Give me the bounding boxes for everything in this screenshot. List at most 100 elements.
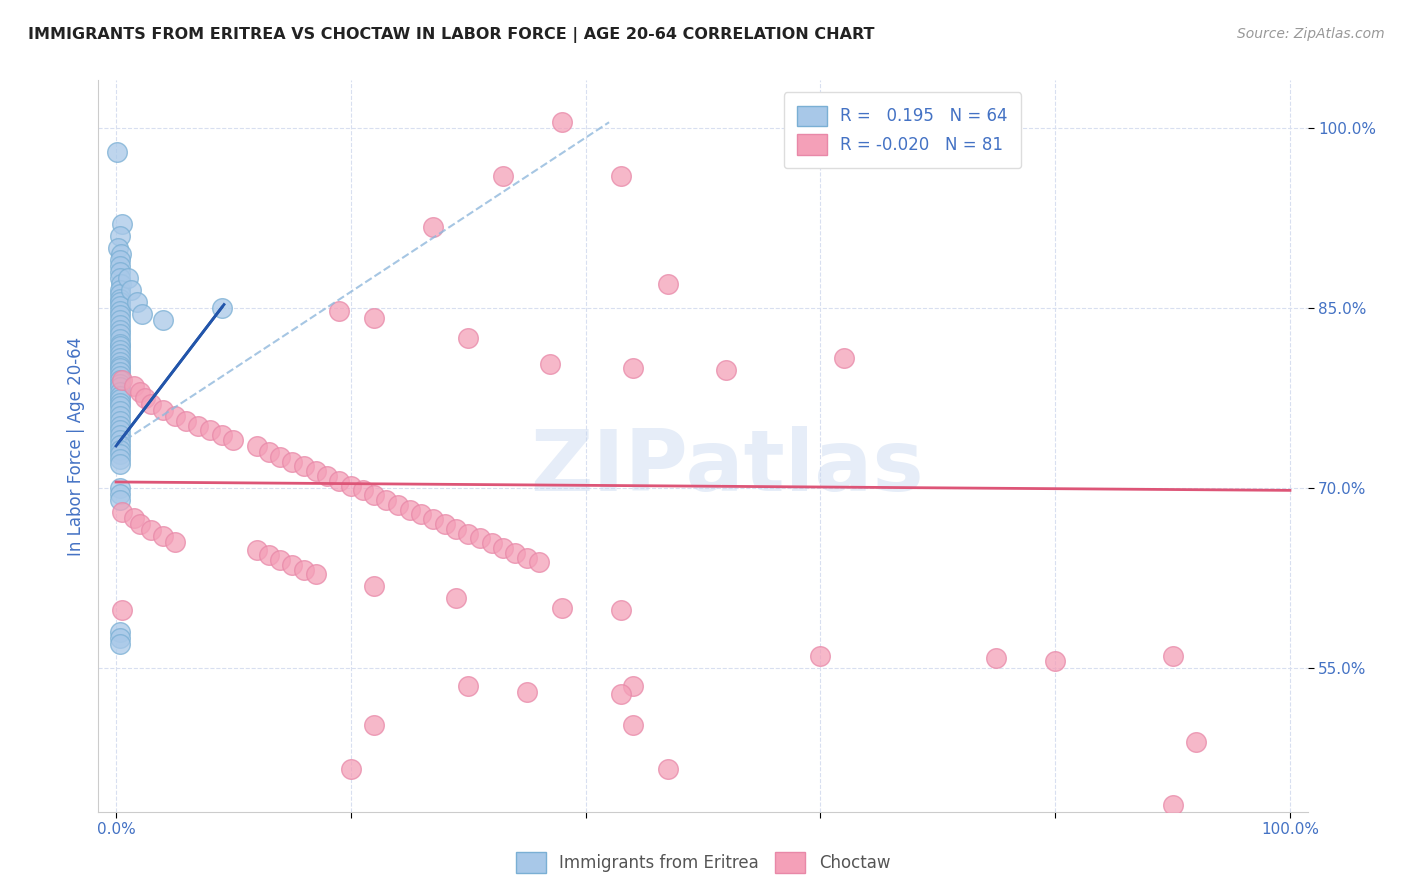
Point: [111, 505, 134, 519]
Point: [1161, 797, 1184, 812]
Point: [108, 361, 131, 376]
Point: [108, 303, 131, 318]
Point: [257, 445, 280, 459]
Point: [340, 762, 363, 776]
Point: [281, 558, 304, 572]
Point: [108, 624, 131, 639]
Point: [108, 389, 131, 403]
Point: [152, 529, 174, 543]
Point: [446, 522, 468, 536]
Point: [108, 400, 131, 414]
Point: [398, 502, 420, 516]
Point: [304, 464, 326, 478]
Point: [105, 145, 128, 160]
Point: [481, 536, 503, 550]
Point: [128, 516, 150, 531]
Point: [222, 433, 245, 447]
Point: [111, 603, 134, 617]
Point: [108, 409, 131, 423]
Point: [108, 404, 131, 418]
Point: [187, 418, 209, 433]
Point: [163, 535, 186, 549]
Point: [108, 323, 131, 337]
Point: [363, 310, 385, 325]
Point: [108, 259, 131, 273]
Point: [108, 385, 131, 400]
Point: [292, 459, 315, 474]
Point: [108, 481, 131, 495]
Text: IMMIGRANTS FROM ERITREA VS CHOCTAW IN LABOR FORCE | AGE 20-64 CORRELATION CHART: IMMIGRANTS FROM ERITREA VS CHOCTAW IN LA…: [28, 27, 875, 43]
Point: [269, 450, 291, 464]
Point: [832, 351, 855, 366]
Point: [446, 591, 468, 606]
Point: [316, 469, 339, 483]
Point: [108, 376, 131, 391]
Point: [127, 295, 149, 310]
Point: [457, 679, 479, 693]
Point: [352, 483, 374, 498]
Point: [108, 351, 131, 366]
Point: [111, 217, 134, 231]
Point: [108, 433, 131, 447]
Legend: R =   0.195   N = 64, R = -0.020   N = 81: R = 0.195 N = 64, R = -0.020 N = 81: [783, 92, 1021, 168]
Point: [122, 511, 145, 525]
Point: [108, 295, 131, 310]
Point: [108, 292, 131, 306]
Point: [108, 286, 131, 301]
Point: [610, 603, 633, 617]
Point: [246, 543, 269, 558]
Point: [108, 332, 131, 346]
Point: [110, 247, 132, 261]
Point: [304, 567, 326, 582]
Point: [141, 397, 163, 411]
Point: [211, 428, 233, 442]
Point: [950, 115, 973, 129]
Point: [108, 318, 131, 332]
Point: [108, 308, 131, 322]
Point: [363, 718, 385, 732]
Point: [108, 346, 131, 360]
Point: [108, 637, 131, 651]
Point: [422, 219, 444, 234]
Point: [108, 313, 131, 327]
Point: [551, 600, 574, 615]
Point: [657, 277, 679, 292]
Y-axis label: In Labor Force | Age 20-64: In Labor Force | Age 20-64: [66, 336, 84, 556]
Point: [551, 115, 574, 129]
Point: [108, 492, 131, 507]
Point: [457, 331, 479, 345]
Point: [610, 169, 633, 184]
Point: [110, 277, 132, 292]
Point: [492, 541, 515, 555]
Point: [363, 579, 385, 593]
Point: [363, 488, 385, 502]
Point: [122, 379, 145, 393]
Point: [108, 253, 131, 268]
Point: [516, 685, 538, 699]
Point: [108, 265, 131, 279]
Point: [621, 361, 644, 376]
Point: [457, 526, 479, 541]
Point: [198, 424, 221, 438]
Point: [108, 414, 131, 428]
Point: [134, 391, 156, 405]
Point: [108, 365, 131, 379]
Point: [328, 303, 350, 318]
Text: Source: ZipAtlas.com: Source: ZipAtlas.com: [1237, 27, 1385, 41]
Point: [108, 355, 131, 369]
Point: [152, 403, 174, 417]
Point: [108, 229, 131, 244]
Point: [516, 550, 538, 565]
Point: [387, 498, 409, 512]
Point: [117, 271, 139, 285]
Point: [108, 373, 131, 387]
Point: [657, 762, 679, 776]
Point: [131, 307, 153, 321]
Point: [108, 271, 131, 285]
Point: [433, 516, 456, 531]
Point: [503, 546, 526, 560]
Point: [128, 385, 150, 400]
Point: [108, 283, 131, 297]
Point: [211, 301, 233, 315]
Point: [269, 553, 291, 567]
